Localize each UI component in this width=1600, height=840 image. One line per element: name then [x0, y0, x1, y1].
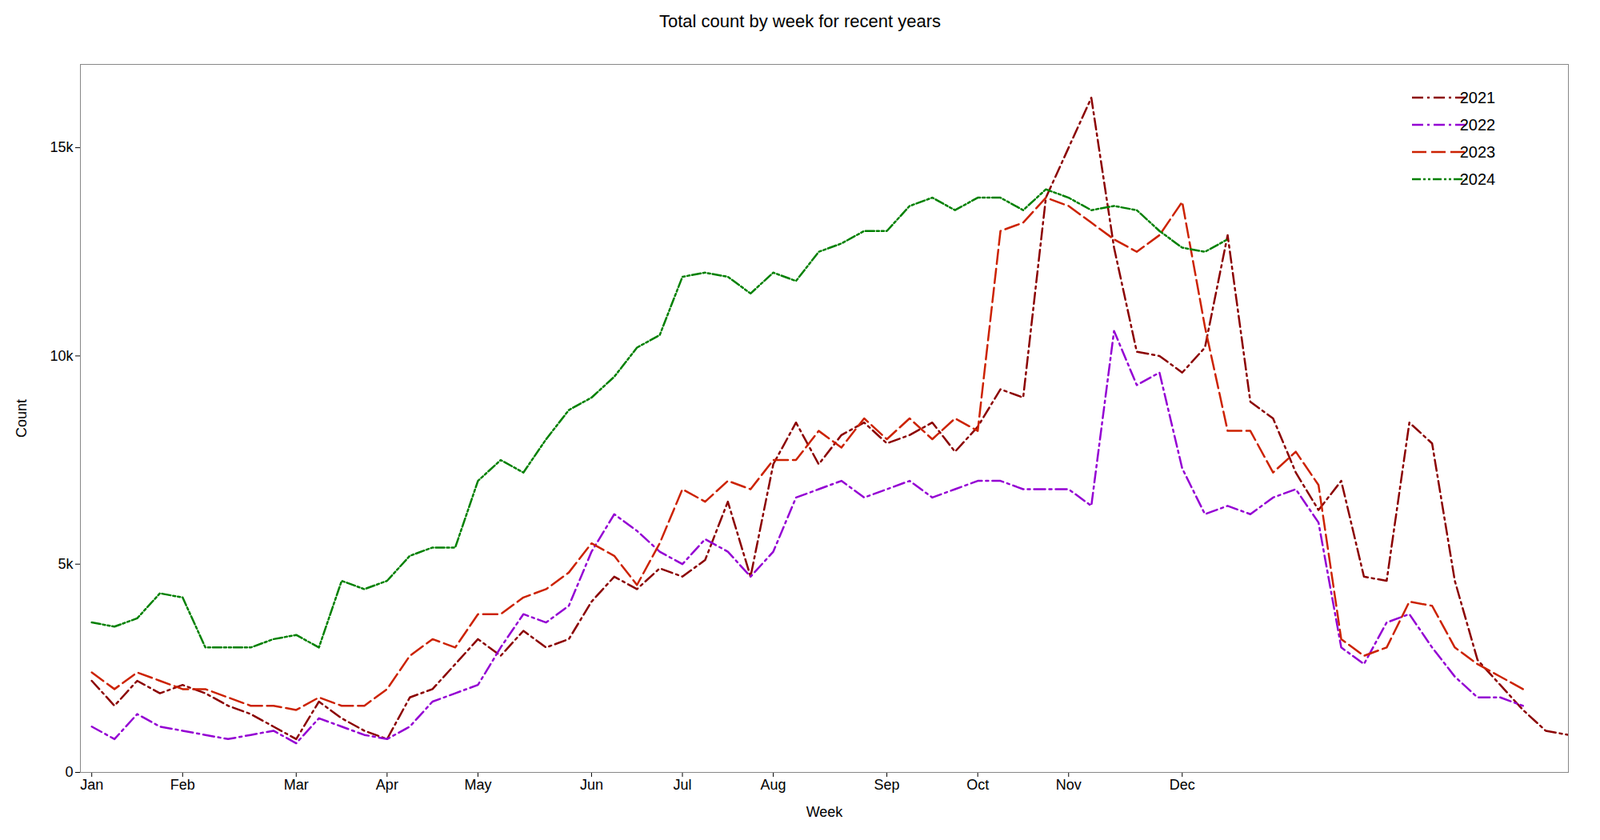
svg-text:Mar: Mar: [284, 776, 309, 793]
html-text:Total count by week for recent: Total count by week for recent years: [659, 11, 941, 32]
svg-text:Count: Count: [13, 399, 30, 438]
svg-text:2021: 2021: [1460, 88, 1496, 107]
svg-text:2024: 2024: [1460, 170, 1496, 188]
svg-text:Week: Week: [806, 804, 844, 820]
svg-text:2022: 2022: [1460, 116, 1496, 134]
svg-text:Jul: Jul: [673, 776, 692, 793]
svg-text:Nov: Nov: [1056, 776, 1082, 793]
svg-text:Oct: Oct: [966, 776, 989, 793]
svg-text:Aug: Aug: [760, 776, 787, 793]
svg-text:5k: 5k: [57, 556, 74, 572]
svg-text:May: May: [464, 776, 492, 793]
svg-text:Feb: Feb: [170, 776, 196, 793]
svg-text:Sep: Sep: [874, 776, 900, 793]
svg-text:Dec: Dec: [1169, 776, 1196, 793]
svg-text:15k: 15k: [49, 139, 74, 156]
svg-text:0: 0: [64, 764, 73, 780]
svg-text:2023: 2023: [1460, 143, 1496, 161]
svg-text:Jan: Jan: [80, 776, 104, 793]
svg-text:Jun: Jun: [580, 776, 604, 793]
svg-text:10k: 10k: [49, 348, 74, 364]
svg-text:Apr: Apr: [376, 776, 399, 793]
